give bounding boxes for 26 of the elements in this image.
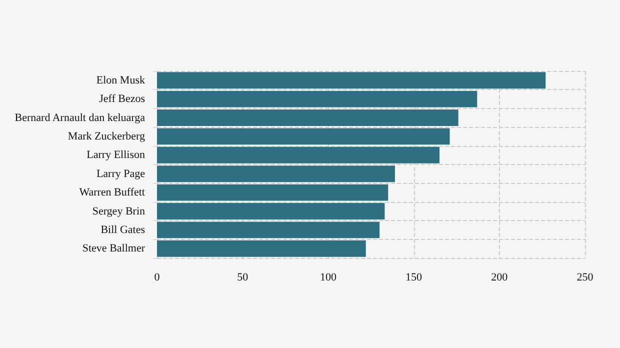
bar xyxy=(157,90,478,108)
bar xyxy=(157,110,458,126)
y-tick-label: Larry Page xyxy=(96,168,146,180)
y-tick-label: Mark Zuckerberg xyxy=(68,130,146,142)
y-tick-label: Bernard Arnault dan keluarga xyxy=(14,112,146,124)
bar xyxy=(157,72,546,89)
bar xyxy=(157,222,380,238)
bar xyxy=(157,128,450,145)
y-tick-label: Elon Musk xyxy=(96,74,146,86)
y-tick-label: Bill Gates xyxy=(100,224,145,236)
y-tick-label: Larry Ellison xyxy=(86,149,146,162)
x-tick-label: 150 xyxy=(406,272,423,284)
y-tick-label: Sergey Brin xyxy=(92,205,146,218)
bar xyxy=(157,184,388,201)
x-tick-label: 100 xyxy=(320,272,337,284)
bar xyxy=(157,166,395,182)
y-tick-label: Warren Buffett xyxy=(79,186,145,199)
bar xyxy=(157,146,440,164)
y-tick-label: Steve Ballmer xyxy=(82,242,146,255)
x-tick-label: 50 xyxy=(237,272,249,284)
x-tick-label: 0 xyxy=(154,272,160,284)
x-tick-label: 200 xyxy=(491,272,508,284)
bar xyxy=(157,240,366,257)
bar xyxy=(157,203,385,220)
y-tick-label: Jeff Bezos xyxy=(99,93,145,106)
x-tick-label: 250 xyxy=(576,272,594,284)
